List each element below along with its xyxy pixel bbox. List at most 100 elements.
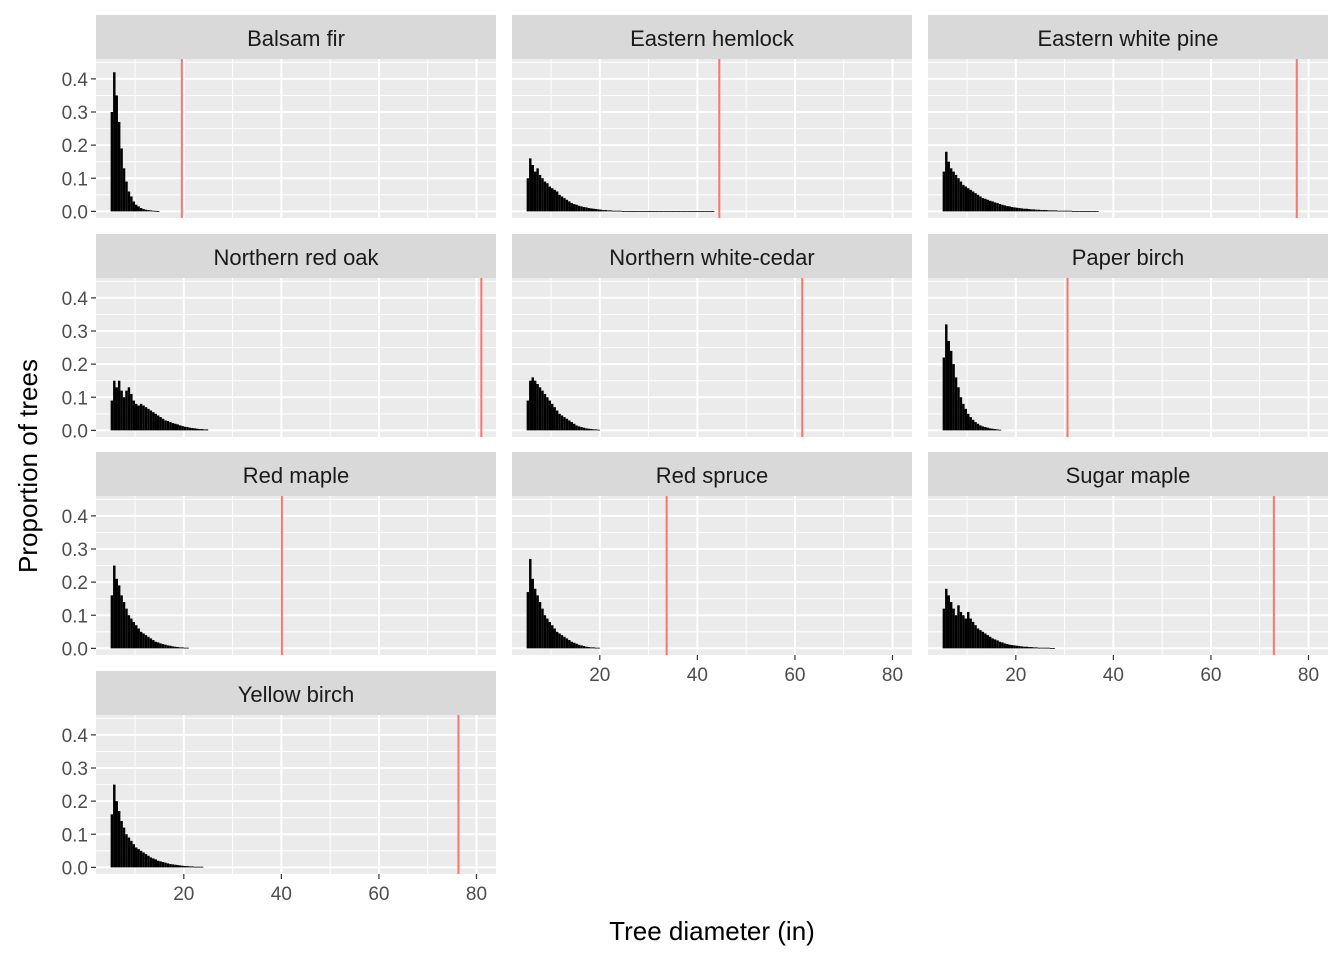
histogram-bar bbox=[1047, 647, 1050, 649]
facet-northern-red-oak: Northern red oak 0.0 0.1 0.2 0.3 0.4 bbox=[62, 234, 496, 442]
histogram-bar bbox=[592, 208, 595, 212]
histogram-bar bbox=[964, 618, 968, 649]
histogram-bar bbox=[1076, 211, 1080, 212]
strip-red-maple bbox=[96, 452, 496, 496]
histogram-bar bbox=[555, 191, 559, 212]
histogram-bar bbox=[1013, 207, 1016, 212]
x-tick-label: 60 bbox=[1200, 665, 1221, 686]
histogram-bar bbox=[998, 641, 1002, 649]
histogram-bar bbox=[144, 209, 148, 212]
histogram-bar bbox=[585, 428, 588, 431]
histogram-bar bbox=[680, 211, 683, 213]
histogram-bar bbox=[570, 203, 573, 212]
histogram-bar bbox=[137, 849, 140, 868]
histogram-bar bbox=[570, 641, 573, 649]
histogram-bar bbox=[957, 178, 960, 212]
histogram-bar bbox=[1015, 207, 1019, 212]
histogram-bar bbox=[991, 201, 994, 212]
histogram-bar bbox=[115, 578, 118, 649]
y-tick-label: 0.4 bbox=[62, 507, 89, 528]
histogram-bar bbox=[964, 408, 968, 431]
histogram-bar bbox=[183, 647, 187, 649]
histogram-bar bbox=[183, 866, 187, 868]
histogram-bar bbox=[1042, 647, 1046, 649]
histogram-bar bbox=[991, 428, 994, 431]
histogram-bar bbox=[144, 407, 148, 431]
panel-background-yellow-birch bbox=[96, 715, 496, 874]
histogram-bar bbox=[149, 210, 153, 212]
histogram-bar bbox=[981, 631, 985, 649]
histogram-bar bbox=[624, 211, 627, 212]
histogram-bar bbox=[147, 408, 150, 431]
histogram-bar bbox=[127, 387, 131, 431]
histogram-bar bbox=[1047, 210, 1050, 212]
histogram-bar bbox=[651, 211, 654, 212]
histogram-bar bbox=[621, 211, 625, 212]
histogram-bar bbox=[548, 400, 552, 431]
histogram-bar bbox=[952, 364, 955, 431]
histogram-bar bbox=[558, 194, 561, 212]
histogram-bar bbox=[575, 425, 578, 431]
histogram-bar bbox=[1093, 211, 1097, 212]
x-tick-label: 20 bbox=[1005, 665, 1026, 686]
histogram-bar bbox=[164, 862, 167, 868]
strip-sugar-maple bbox=[928, 452, 1328, 496]
histogram-bar bbox=[1003, 643, 1007, 649]
histogram-bar bbox=[558, 633, 561, 649]
histogram-bar bbox=[962, 184, 965, 212]
histogram-bar bbox=[984, 633, 987, 649]
histogram-bar bbox=[536, 384, 539, 431]
histogram-bar bbox=[553, 407, 556, 431]
histogram-bar bbox=[993, 639, 997, 649]
histogram-bar bbox=[1045, 647, 1048, 649]
histogram-bar bbox=[655, 211, 659, 213]
histogram-bar bbox=[152, 412, 155, 431]
histogram-bar bbox=[988, 200, 992, 212]
histogram-bar bbox=[546, 618, 549, 649]
histogram-bar bbox=[1018, 208, 1021, 212]
histogram-bar bbox=[959, 181, 963, 212]
gridlines-balsam-fir bbox=[96, 59, 496, 218]
y-tick-label: 0.3 bbox=[62, 322, 88, 343]
histogram-bar bbox=[604, 210, 608, 212]
histogram-bar bbox=[198, 866, 201, 868]
strip-label-balsam-fir: Balsam fir bbox=[247, 26, 345, 51]
panel-background-sugar-maple bbox=[928, 496, 1328, 655]
y-tick-label: 0.4 bbox=[62, 289, 89, 310]
histogram-bar bbox=[976, 194, 980, 212]
histogram-bar bbox=[541, 390, 544, 431]
x-tick-label: 60 bbox=[368, 884, 389, 905]
histogram-bar bbox=[147, 855, 150, 868]
histogram-bar bbox=[682, 211, 686, 213]
histogram-red-spruce bbox=[526, 558, 600, 649]
x-axis-sugar-maple: 20 40 60 80 bbox=[1005, 655, 1319, 686]
histogram-bar bbox=[1084, 211, 1087, 212]
histogram-bar bbox=[161, 644, 165, 649]
histogram-bar bbox=[974, 193, 977, 212]
facet-red-maple: Red maple 0.0 0.1 0.2 0.3 0.4 bbox=[62, 452, 496, 660]
histogram-bar bbox=[1010, 207, 1014, 212]
histogram-bar bbox=[1040, 647, 1043, 649]
histogram-bar bbox=[113, 784, 116, 868]
histogram-bar bbox=[186, 427, 189, 431]
histogram-bar bbox=[191, 428, 194, 431]
histogram-bar bbox=[1074, 211, 1077, 212]
histogram-bar bbox=[594, 647, 598, 649]
histogram-bar bbox=[178, 425, 182, 431]
histogram-bar bbox=[120, 390, 123, 431]
histogram-bar bbox=[152, 210, 155, 212]
histogram-bar bbox=[587, 208, 591, 212]
histogram-bar bbox=[132, 400, 136, 431]
histogram-bar bbox=[979, 196, 982, 212]
histogram-bar bbox=[677, 211, 681, 213]
histogram-bar bbox=[653, 211, 656, 212]
histogram-bar bbox=[563, 198, 566, 212]
histogram-bar bbox=[120, 148, 123, 212]
histogram-bar bbox=[643, 211, 647, 212]
histogram-bar bbox=[142, 405, 145, 431]
histogram-bar bbox=[164, 420, 167, 431]
y-tick-label: 0.2 bbox=[62, 355, 88, 376]
x-tick-label: 20 bbox=[589, 665, 610, 686]
histogram-bar bbox=[1086, 211, 1089, 212]
histogram-bar bbox=[538, 602, 542, 649]
